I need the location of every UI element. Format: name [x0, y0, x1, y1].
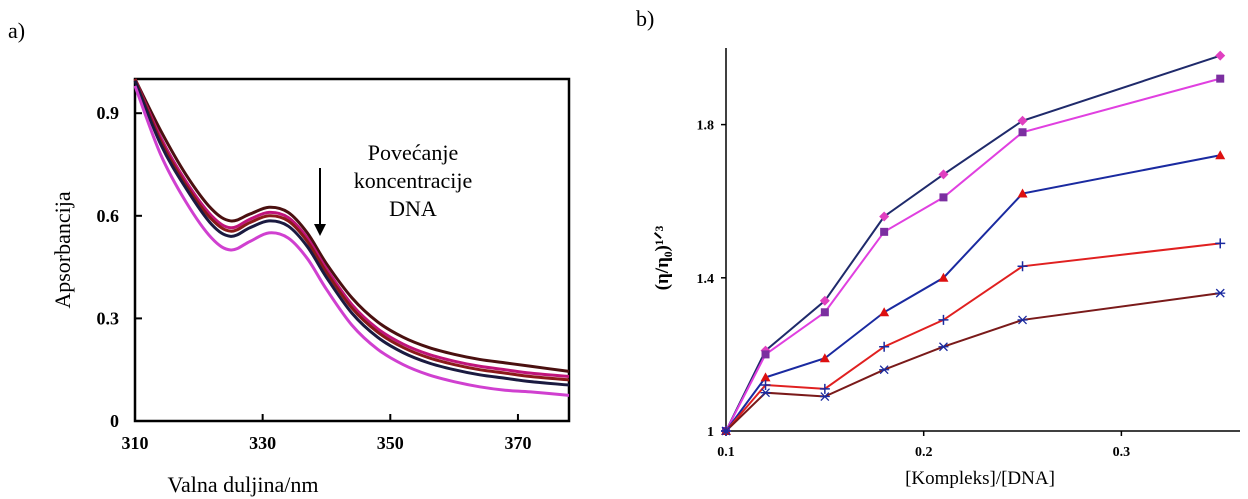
chart-b-point-triangle	[1017, 188, 1028, 198]
chart-b-ticks: 0.1 0.2 0.3 1 1.4 1.8	[697, 119, 1131, 460]
chart-b-xtick-label: 0.1	[717, 445, 735, 460]
chart-b-xtick-label: 0.3	[1113, 445, 1131, 460]
chart-b-point-plus	[1017, 261, 1028, 272]
chart-b-point-triangle	[879, 307, 890, 317]
panel-label-a: a)	[8, 18, 25, 43]
chart-a-ytick-label: 0.9	[97, 103, 120, 123]
chart-a-frame	[133, 77, 571, 423]
chart-b-point-plus	[760, 380, 771, 391]
chart-b-series-line-3	[725, 154, 1221, 432]
chart-b-point-square	[820, 308, 829, 317]
chart-b: 0.1 0.2 0.3 1 1.4 1.8 [Kompleks]/[DNA] (η/η₀)…	[652, 48, 1240, 489]
annotation-line-3: DNA	[389, 196, 437, 221]
chart-b-point-square	[939, 193, 948, 202]
chart-b-point-square	[761, 350, 770, 359]
chart-b-point-square	[1216, 74, 1225, 83]
chart-b-series-line-2	[725, 77, 1221, 432]
chart-b-point-diamond	[879, 211, 890, 222]
chart-b-point-square	[1018, 128, 1027, 137]
chart-b-xlabel: [Kompleks]/[DNA]	[905, 468, 1055, 489]
chart-a-xtick-label: 310	[122, 433, 149, 453]
chart-b-ytick-label: 1.8	[697, 119, 715, 134]
chart-b-series	[725, 54, 1221, 432]
chart-b-ytick-label: 1	[707, 425, 714, 440]
chart-b-ytick-label: 1.4	[697, 272, 715, 287]
chart-a-ticks: 310 330 350 370 0 0.3 0.6 0.9	[97, 103, 532, 453]
chart-b-point-plus	[938, 314, 949, 325]
chart-a-series-line-1	[133, 78, 570, 373]
annotation-arrowhead-icon	[314, 224, 326, 236]
chart-a-series-line-5	[133, 85, 570, 397]
chart-b-point-star	[1017, 315, 1028, 325]
chart-a-series-line-4	[133, 80, 570, 387]
chart-b-point-plus	[819, 383, 830, 394]
chart-a-xlabel: Valna duljina/nm	[168, 472, 319, 497]
chart-a: 310 330 350 370 0 0.3 0.6 0.9 Povećanje koncent…	[50, 77, 571, 497]
annotation-line-1: Povećanje	[368, 140, 458, 165]
chart-b-point-star	[879, 365, 890, 375]
chart-b-point-plus	[879, 341, 890, 352]
chart-b-markers	[721, 50, 1226, 436]
chart-a-ytick-label: 0.6	[97, 206, 120, 226]
chart-a-series	[133, 78, 570, 397]
chart-a-ytick-label: 0	[110, 411, 119, 431]
chart-b-point-star	[721, 426, 731, 436]
chart-b-point-triangle	[938, 272, 949, 282]
chart-b-point-diamond	[819, 295, 830, 306]
chart-b-xtick-label: 0.2	[915, 445, 933, 460]
chart-a-xtick-label: 330	[249, 433, 276, 453]
chart-a-series-line-3	[133, 78, 570, 382]
chart-b-series-line-5	[725, 292, 1221, 432]
chart-b-point-star	[1215, 288, 1226, 298]
chart-b-point-triangle	[1215, 150, 1226, 160]
chart-b-point-triangle	[819, 353, 830, 363]
chart-a-series-line-2	[133, 78, 570, 379]
chart-b-point-star	[760, 388, 771, 398]
chart-b-ylabel: (η/η₀)¹ᐟ³	[652, 225, 673, 290]
chart-b-series-line-1	[725, 54, 1221, 432]
chart-a-ylabel: Apsorbancija	[50, 191, 75, 309]
chart-a-xtick-label: 350	[377, 433, 404, 453]
chart-b-point-star	[938, 342, 949, 352]
chart-b-point-triangle	[760, 372, 771, 382]
chart-a-xtick-label: 370	[504, 433, 531, 453]
chart-b-point-diamond	[1017, 115, 1028, 126]
panel-label-b: b)	[636, 6, 654, 31]
annotation-line-2: koncentracije	[354, 168, 473, 193]
chart-b-point-star	[819, 392, 830, 401]
chart-b-point-diamond	[938, 169, 949, 180]
chart-b-point-square	[880, 227, 889, 236]
chart-b-point-plus	[1215, 238, 1226, 249]
chart-a-ytick-label: 0.3	[97, 308, 120, 328]
chart-b-point-diamond	[1215, 50, 1226, 61]
